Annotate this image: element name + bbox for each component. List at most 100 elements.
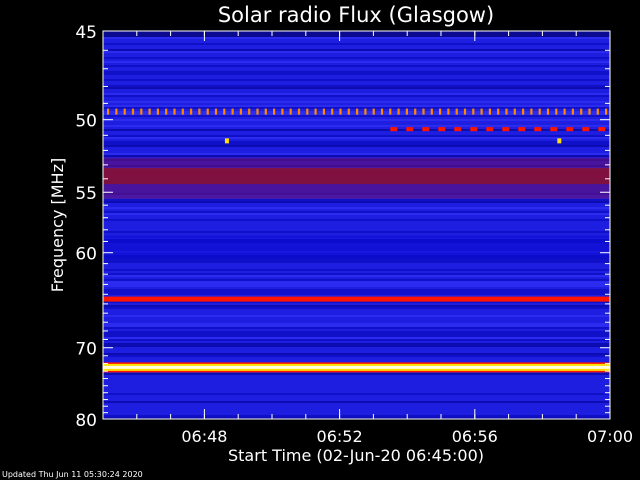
background-stripe <box>103 37 610 39</box>
axes: 45 50 55 60 70 80 06:48 06:52 06:56 07:00 <box>75 23 633 446</box>
emission-dot <box>389 108 392 115</box>
background-stripe <box>103 105 610 107</box>
emission-dot <box>165 108 168 115</box>
background-stripe <box>103 283 610 285</box>
y-tick-label: 50 <box>75 112 97 132</box>
emission-dot <box>538 108 541 115</box>
emission-dot <box>239 108 242 115</box>
y-tick-label: 55 <box>75 184 97 204</box>
emission-dot <box>596 108 599 115</box>
background-stripe <box>103 107 610 109</box>
emission-dot <box>248 108 251 115</box>
emission-dot <box>198 108 201 115</box>
plot-frame <box>102 30 611 420</box>
background-stripe <box>103 281 610 283</box>
emission-dot <box>364 108 367 115</box>
x-tick-label: 06:56 <box>452 427 498 446</box>
y-tick-label: 70 <box>75 340 97 360</box>
y-tick-label: 80 <box>75 411 97 431</box>
background-stripe <box>103 275 610 277</box>
emission-dot <box>397 108 400 115</box>
background-stripe <box>103 43 610 45</box>
background-stripe <box>103 337 610 339</box>
emission-dot <box>322 108 325 115</box>
background-stripe <box>103 93 610 95</box>
emission-dot <box>430 108 433 115</box>
background-stripe <box>103 259 610 261</box>
emission-band <box>103 365 610 369</box>
emission-dot <box>546 108 550 115</box>
emission-dash <box>422 127 430 132</box>
emission-dot <box>123 108 126 115</box>
background-stripe <box>103 211 610 213</box>
emission-dash <box>470 127 478 132</box>
background-stripe <box>103 57 610 59</box>
emission-dot <box>206 108 209 115</box>
background-stripe <box>103 289 610 291</box>
emission-dot <box>530 108 533 115</box>
emission-dash <box>582 127 590 132</box>
emission-dot <box>422 108 425 115</box>
background-stripe <box>103 141 610 143</box>
emission-dot <box>289 108 292 115</box>
background-stripe <box>103 373 610 375</box>
updated-timestamp: Updated Thu Jun 11 05:30:24 2020 <box>2 470 143 479</box>
emission-dot <box>140 108 143 115</box>
emission-dot <box>480 108 483 115</box>
emission-dot <box>339 108 342 115</box>
background-stripe <box>103 85 610 87</box>
background-stripe <box>103 199 610 201</box>
emission-dash <box>454 127 462 132</box>
background-stripe <box>103 119 610 121</box>
emission-dot <box>115 108 118 115</box>
background-stripe <box>103 51 610 53</box>
background-stripe <box>103 125 610 127</box>
emission-dot <box>513 108 516 115</box>
background-stripe <box>103 393 610 395</box>
emission-dot <box>347 108 350 115</box>
x-tick-label: 07:00 <box>587 427 633 446</box>
emission-dot <box>497 108 500 115</box>
spectrogram-plot-area <box>103 31 610 419</box>
emission-spot <box>557 138 562 144</box>
emission-dot <box>231 108 234 115</box>
emission-dash <box>486 127 494 132</box>
emission-dot <box>488 108 491 115</box>
emission-dot <box>472 108 475 115</box>
background-stripe <box>103 135 610 137</box>
background-stripe <box>103 129 610 131</box>
background-stripe <box>103 285 610 287</box>
emission-dot <box>555 108 558 115</box>
x-tick-label: 06:52 <box>317 427 363 446</box>
background-stripe <box>103 323 610 325</box>
background-stripe <box>103 417 610 419</box>
background-stripe <box>103 293 610 295</box>
emission-dot <box>264 108 267 115</box>
background-stripe <box>103 279 610 281</box>
emission-dash <box>518 127 526 132</box>
background-stripe <box>103 415 610 417</box>
background-stripe <box>103 235 610 259</box>
background-stripe <box>103 345 610 347</box>
background-stripe <box>103 353 610 355</box>
emission-dash <box>502 127 510 132</box>
background-stripe <box>103 137 610 139</box>
emission-dot <box>447 108 450 115</box>
background-stripe <box>103 115 610 117</box>
emission-dot <box>131 108 135 115</box>
background-stripe <box>103 87 610 89</box>
plot-background <box>103 31 610 419</box>
emission-dash <box>390 127 398 132</box>
emission-dot <box>414 108 417 115</box>
background-stripe <box>103 61 610 63</box>
emission-band <box>103 296 610 302</box>
background-stripe <box>103 201 610 203</box>
emission-dot <box>190 108 193 115</box>
background-stripe <box>103 301 610 303</box>
background-stripe <box>103 331 610 333</box>
emission-dash <box>438 127 446 132</box>
emission-dot <box>605 108 608 115</box>
background-stripe <box>103 31 610 37</box>
emission-spot <box>224 138 229 144</box>
